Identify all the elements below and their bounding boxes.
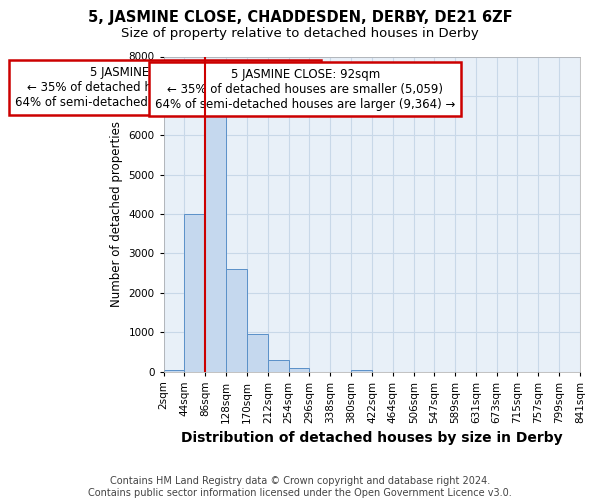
Bar [184, 214, 205, 372]
Text: 5, JASMINE CLOSE, CHADDESDEN, DERBY, DE21 6ZF: 5, JASMINE CLOSE, CHADDESDEN, DERBY, DE2… [88, 10, 512, 25]
Text: 5 JASMINE CLOSE: 92sqm
← 35% of detached houses are smaller (5,059)
64% of semi-: 5 JASMINE CLOSE: 92sqm ← 35% of detached… [155, 68, 455, 110]
Bar [247, 334, 268, 372]
Bar [205, 112, 226, 372]
Bar [351, 370, 372, 372]
Y-axis label: Number of detached properties: Number of detached properties [110, 121, 123, 307]
Text: 5 JASMINE CLOSE: 92sqm
← 35% of detached houses are smaller (5,059)
64% of semi-: 5 JASMINE CLOSE: 92sqm ← 35% of detached… [15, 66, 315, 110]
Bar [164, 370, 184, 372]
Bar [268, 360, 289, 372]
Bar [226, 269, 247, 372]
Text: Contains HM Land Registry data © Crown copyright and database right 2024.
Contai: Contains HM Land Registry data © Crown c… [88, 476, 512, 498]
X-axis label: Distribution of detached houses by size in Derby: Distribution of detached houses by size … [181, 431, 563, 445]
Text: Size of property relative to detached houses in Derby: Size of property relative to detached ho… [121, 28, 479, 40]
Bar [289, 368, 310, 372]
